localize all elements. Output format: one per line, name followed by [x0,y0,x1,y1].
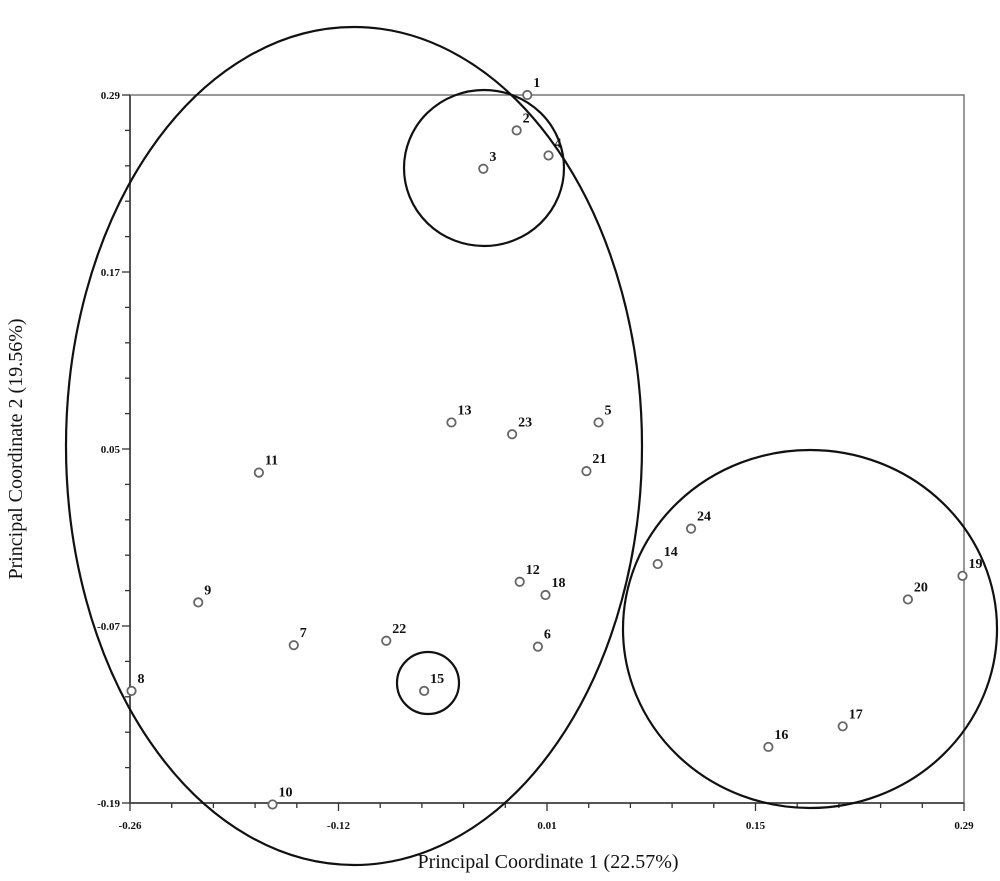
cluster-ellipse-2 [402,88,566,248]
data-point-16 [763,741,774,753]
x-tick-label: -0.26 [119,820,142,832]
point-label-21: 21 [592,452,606,467]
point-label-1: 1 [533,76,540,91]
data-point-22 [381,635,392,646]
point-label-23: 23 [518,415,532,430]
cluster-ellipse-1 [64,25,644,867]
point-label-11: 11 [265,454,278,469]
point-label-19: 19 [968,557,982,572]
data-point-18 [540,589,551,601]
x-tick-label: 0.15 [746,820,766,832]
point-label-13: 13 [457,403,471,418]
x-tick-label: 0.29 [954,820,974,832]
cluster-ellipse-3 [395,650,461,716]
data-point-1 [522,89,533,101]
point-label-6: 6 [544,628,551,643]
point-label-9: 9 [204,583,211,598]
y-tick-label: -0.07 [97,621,120,633]
point-label-14: 14 [664,545,678,560]
x-tick-label: -0.12 [327,820,350,832]
data-point-5 [593,417,604,428]
point-label-15: 15 [430,672,444,687]
y-axis-label: Principal Coordinate 2 (19.56%) [5,318,27,579]
point-label-22: 22 [392,622,406,637]
point-label-2: 2 [523,111,530,126]
point-label-5: 5 [605,403,612,418]
point-label-24: 24 [697,510,711,525]
data-point-11 [253,467,264,478]
cluster-ellipse-4 [621,448,999,810]
y-tick-label: 0.05 [101,444,121,456]
data-point-9 [193,597,204,608]
y-tick-label: 0.29 [101,90,121,102]
data-point-13 [446,417,457,428]
point-label-3: 3 [489,150,496,165]
data-point-23 [507,429,518,440]
data-point-4 [543,150,554,161]
data-point-17 [837,721,848,732]
point-label-4: 4 [555,136,562,151]
x-axis-label: Principal Coordinate 1 (22.57%) [417,851,678,873]
data-point-20 [902,594,913,605]
data-point-2 [511,125,522,136]
point-label-17: 17 [849,707,863,722]
data-point-19 [957,570,968,581]
point-label-7: 7 [300,626,307,641]
point-label-10: 10 [279,785,293,800]
y-tick-label: -0.19 [97,798,120,810]
point-label-12: 12 [526,563,540,578]
plot-border [129,94,965,804]
plot-frame [129,94,965,804]
data-point-7 [288,640,299,651]
point-label-20: 20 [914,580,928,595]
data-point-3 [478,163,489,174]
point-label-18: 18 [551,576,565,591]
data-point-8 [126,685,137,697]
data-point-15 [419,685,430,697]
data-point-6 [532,641,544,652]
data-point-14 [652,558,663,570]
cluster-ellipses [64,25,999,867]
point-label-16: 16 [774,728,788,743]
data-point-12 [514,576,525,587]
y-tick-label: 0.17 [101,267,121,279]
point-label-8: 8 [138,672,145,687]
data-point-24 [685,523,697,534]
data-point-10 [267,799,278,810]
axis-ticks: -0.26 -0.12 0.01 0.15 0.29 0.29 0.17 0.05 -0.07 -… [97,90,974,832]
x-tick-label: 0.01 [537,820,556,832]
data-point-21 [581,466,592,477]
